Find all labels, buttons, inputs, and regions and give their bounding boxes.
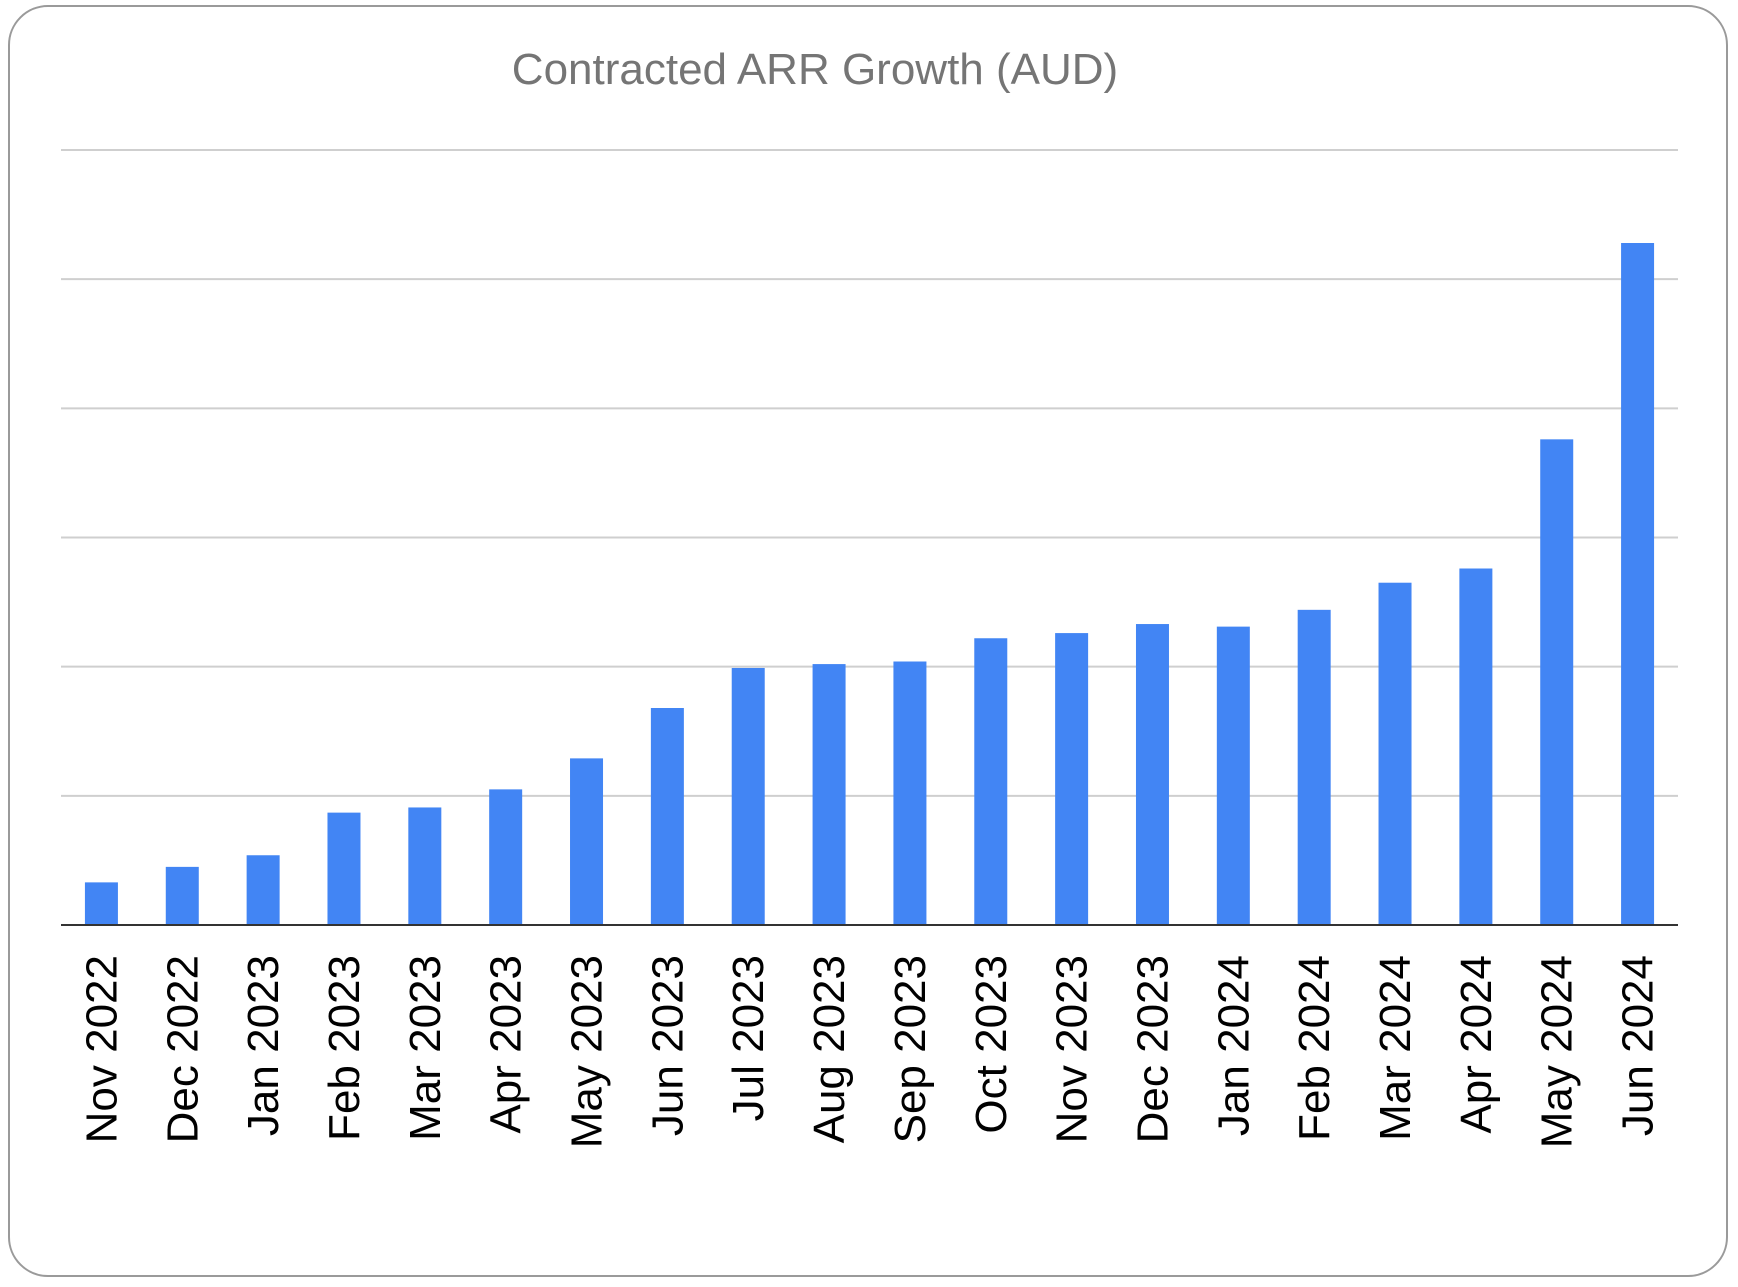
- x-tick-label: May 2024: [1533, 955, 1582, 1148]
- bar-apr-2023: [489, 789, 523, 925]
- x-tick-label: Jun 2023: [643, 955, 692, 1136]
- bar-sep-2023: [893, 661, 927, 925]
- bar-may-2024: [1540, 439, 1574, 925]
- bar-jun-2023: [650, 708, 684, 925]
- bar-feb-2024: [1297, 609, 1331, 925]
- x-tick-label: Feb 2023: [320, 955, 369, 1141]
- bar-dec-2023: [1135, 624, 1169, 925]
- x-tick-label: Dec 2022: [158, 955, 207, 1143]
- x-tick-label: Aug 2023: [805, 955, 854, 1143]
- x-tick-label: Jul 2023: [724, 955, 773, 1121]
- x-tick-label: Dec 2023: [1128, 955, 1177, 1143]
- x-tick-label: Mar 2023: [401, 955, 450, 1141]
- bar-feb-2023: [327, 812, 361, 925]
- bar-may-2023: [570, 758, 604, 925]
- bar-jan-2023: [246, 855, 280, 925]
- bar-dec-2022: [165, 866, 199, 925]
- x-tick-label: Sep 2023: [886, 955, 935, 1143]
- x-tick-label: Jan 2023: [239, 955, 288, 1136]
- x-tick-label: Nov 2023: [1048, 955, 1097, 1143]
- bar-jan-2024: [1216, 626, 1250, 925]
- bar-oct-2023: [974, 638, 1008, 925]
- x-tick-label: Oct 2023: [967, 955, 1016, 1134]
- bar-jul-2023: [731, 667, 765, 925]
- bar-apr-2024: [1459, 568, 1493, 925]
- bar-nov-2022: [84, 882, 118, 925]
- x-tick-label: Mar 2024: [1371, 955, 1420, 1141]
- bar-jun-2024: [1621, 243, 1655, 925]
- x-tick-label: Feb 2024: [1290, 955, 1339, 1141]
- bar-aug-2023: [812, 664, 846, 925]
- bar-nov-2023: [1055, 633, 1089, 925]
- x-tick-label: Apr 2024: [1452, 955, 1501, 1134]
- x-tick-label: Apr 2023: [482, 955, 531, 1134]
- bar-mar-2024: [1378, 582, 1412, 925]
- x-tick-label: Jan 2024: [1209, 955, 1258, 1136]
- x-tick-label: Jun 2024: [1614, 955, 1663, 1136]
- chart-frame: [8, 5, 1728, 1277]
- x-tick-label: Nov 2022: [77, 955, 126, 1143]
- bar-mar-2023: [408, 807, 442, 925]
- chart-title: Contracted ARR Growth (AUD): [512, 45, 1118, 94]
- x-tick-label: May 2023: [563, 955, 612, 1148]
